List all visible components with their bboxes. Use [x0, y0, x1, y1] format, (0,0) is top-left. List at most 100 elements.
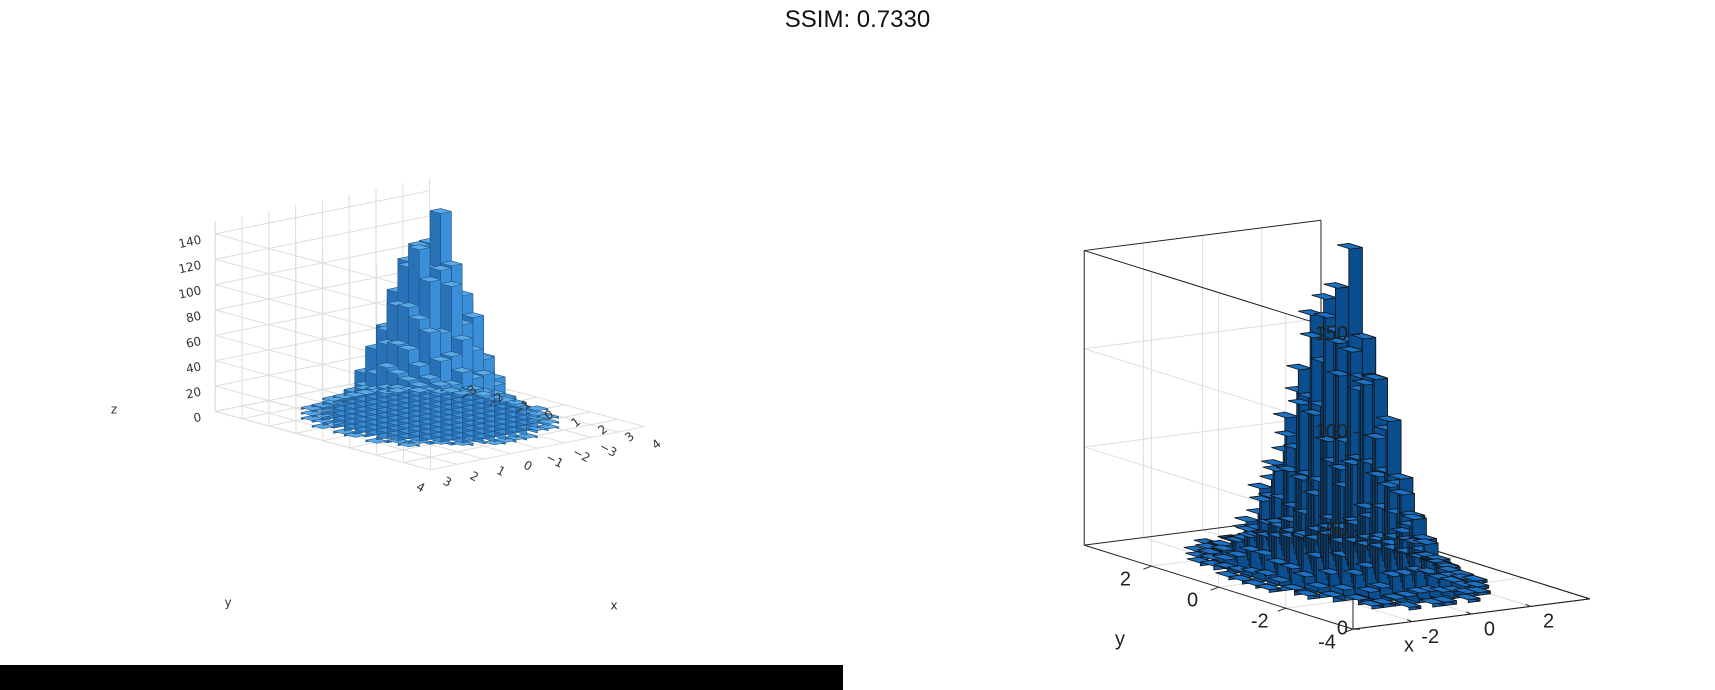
bar-top	[1319, 590, 1346, 598]
bar-top	[386, 368, 409, 375]
bar-top	[365, 437, 388, 444]
histogram-bar	[1430, 595, 1457, 607]
bar-top	[408, 387, 430, 393]
bar-top	[429, 265, 452, 271]
bar-top	[1299, 331, 1326, 339]
left-ticks: −3 −2 −1 0 1 2 3 4−3−2−101234020406080100120140…	[111, 233, 664, 613]
bar-top	[1225, 550, 1252, 558]
z-tick-label: 60	[185, 334, 203, 351]
axis-line	[1084, 250, 1354, 336]
bar-top	[1424, 554, 1451, 562]
bar-top	[1261, 459, 1287, 466]
figure-title: SSIM: 0.7330	[784, 6, 931, 33]
bar-top	[1311, 293, 1338, 300]
bar-top	[1292, 570, 1319, 578]
left-histogram-plot: −3 −2 −1 0 1 2 3 4−3−2−101234020406080100120140…	[111, 178, 664, 613]
right-ticks: 0 50 100 150 -4 -2 0 2 -2 0 2 x y	[1115, 323, 1554, 656]
bar-top	[1197, 547, 1223, 555]
bar-top	[1411, 534, 1437, 541]
bar-top	[1336, 242, 1363, 250]
bar-top	[1393, 590, 1420, 598]
y-tick-label: −3	[597, 439, 619, 460]
bar-top	[1463, 580, 1489, 588]
z-tick-label: 40	[185, 359, 203, 376]
y-axis-label: y	[1115, 628, 1125, 650]
histogram-bar	[440, 387, 463, 393]
y-tick-label: 4	[414, 479, 427, 495]
y-tick-label: 0	[1187, 589, 1198, 611]
bar-top	[472, 369, 495, 376]
bar-top	[1387, 473, 1413, 480]
bar-top	[1212, 553, 1238, 561]
z-tick-label: 120	[177, 258, 202, 276]
bar-top	[1274, 430, 1301, 437]
histogram-bar	[1294, 589, 1321, 600]
histogram-bar	[1464, 586, 1491, 596]
axis-line	[1084, 219, 1322, 252]
left-bars	[300, 208, 560, 448]
bar-top	[1306, 581, 1332, 589]
histogram-bar	[472, 390, 495, 397]
bar-top	[1228, 574, 1255, 582]
bar-top	[1323, 282, 1349, 289]
z-tick-label: 0	[192, 410, 202, 425]
y-tick-label: −1	[544, 450, 566, 471]
tick-mark	[1344, 628, 1354, 633]
bar-top	[1331, 583, 1357, 591]
bar-top	[408, 244, 431, 250]
bar-top	[419, 374, 441, 380]
x-tick-label: 4	[649, 436, 664, 452]
tick-mark	[1407, 619, 1413, 623]
bar-top	[440, 387, 463, 393]
bar-top	[1255, 583, 1282, 591]
histogram-bar	[386, 387, 409, 394]
bar-top	[440, 281, 463, 287]
tick-mark	[1143, 565, 1152, 570]
z-tick-label: 140	[177, 233, 202, 251]
bar-top	[526, 410, 549, 416]
bar-top	[1338, 346, 1365, 353]
histogram-bar	[1463, 580, 1490, 591]
bar-top	[301, 415, 323, 421]
x-tick-label: 3	[622, 429, 637, 445]
z-tick-label: 150	[1315, 323, 1348, 345]
bar-top	[440, 351, 463, 357]
tick-mark	[1466, 611, 1472, 615]
tick-mark	[1210, 586, 1219, 591]
bar-top	[526, 405, 549, 412]
y-tick-label: 0	[521, 458, 534, 474]
bar-top	[301, 410, 323, 416]
bar-top	[386, 387, 409, 394]
bar-top	[1370, 598, 1396, 605]
bar-top	[354, 389, 377, 395]
bar-top	[419, 327, 441, 334]
z-tick-label: 80	[185, 309, 203, 326]
x-axis-label: x	[1404, 634, 1414, 656]
bar-top	[1448, 569, 1474, 577]
histogram-bar	[494, 396, 517, 403]
right-histogram-plot: 0 50 100 150 -4 -2 0 2 -2 0 2 x y	[1083, 219, 1590, 656]
bar-top	[1313, 311, 1339, 319]
y-tick-label: -2	[1251, 610, 1269, 632]
bar-top	[408, 381, 430, 388]
bar-top	[1381, 593, 1408, 600]
tick-mark	[1525, 603, 1531, 607]
bar-top	[451, 367, 473, 373]
z-tick-label: 50	[1326, 519, 1348, 541]
bar-top	[537, 418, 559, 425]
x-tick-label: 2	[1543, 611, 1554, 633]
histogram-bar	[354, 389, 377, 395]
bar-top	[1363, 432, 1390, 440]
z-tick-label: 20	[185, 385, 203, 402]
bar-top	[1395, 601, 1421, 608]
x-tick-label: -2	[1421, 626, 1439, 648]
y-tick-label: 2	[468, 469, 481, 485]
bar-top	[429, 208, 452, 214]
gridline	[1084, 416, 1322, 448]
histogram-bar	[1419, 597, 1445, 608]
x-tick-label: 0	[1484, 618, 1495, 640]
bar-top	[494, 396, 516, 403]
bar-top	[397, 375, 420, 382]
bar-top	[408, 361, 430, 367]
bar-top	[429, 380, 452, 387]
